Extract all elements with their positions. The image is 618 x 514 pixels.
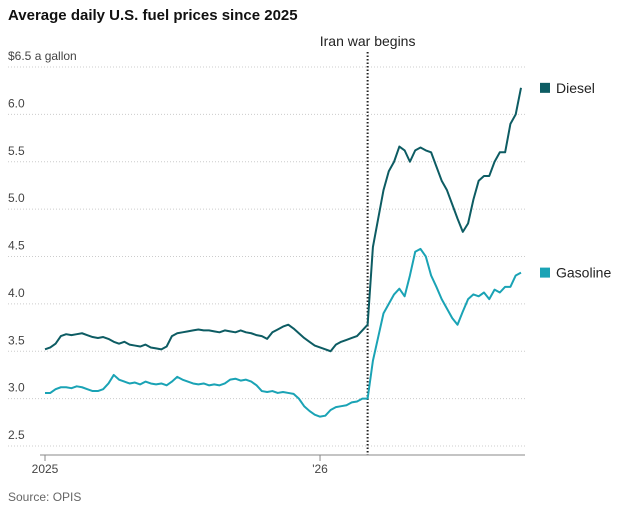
source: Source: OPIS <box>8 490 81 504</box>
series-line <box>45 247 522 418</box>
y-tick-label: 6.0 <box>8 96 25 110</box>
legend-swatch <box>540 82 550 93</box>
y-tick-label: 3.0 <box>8 381 25 395</box>
y-tick-label: 5.0 <box>8 191 25 205</box>
y-tick-label: 4.5 <box>8 239 25 253</box>
legend-swatch <box>540 267 550 278</box>
annotation-text: Iran war begins <box>320 33 416 49</box>
x-tick-label: '26 <box>312 462 328 476</box>
y-tick-label: $6.5 a gallon <box>8 49 77 63</box>
series-line <box>44 87 522 353</box>
y-tick-label: 2.5 <box>8 428 25 442</box>
chart-title: Average daily U.S. fuel prices since 202… <box>8 7 298 24</box>
legend-label: Diesel <box>556 80 595 96</box>
legend-label: Gasoline <box>556 265 611 281</box>
x-tick-label: 2025 <box>32 462 59 476</box>
y-tick-label: 5.5 <box>8 144 25 158</box>
y-tick-label: 3.5 <box>8 333 25 347</box>
y-tick-label: 4.0 <box>8 286 25 300</box>
